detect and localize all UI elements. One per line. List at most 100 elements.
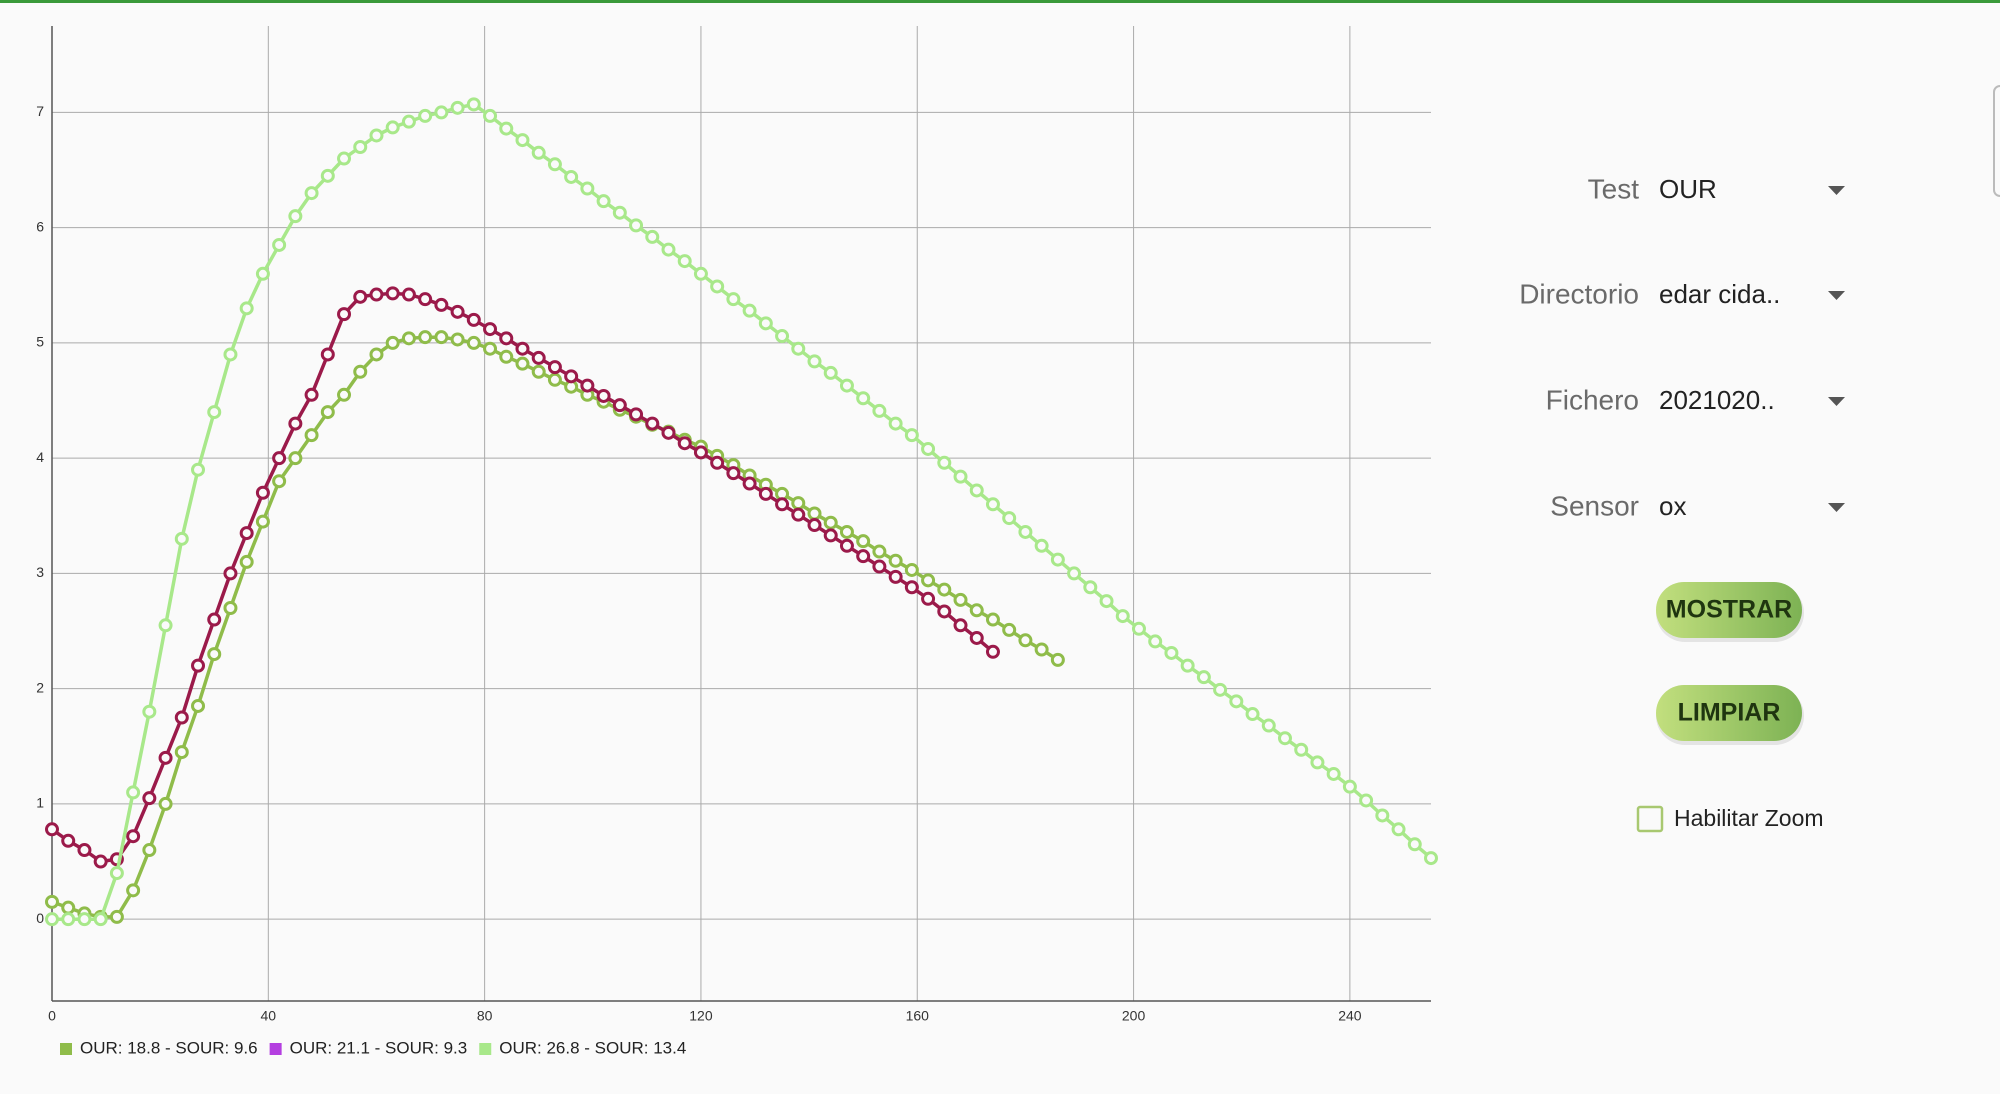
data-point bbox=[953, 469, 968, 484]
data-point bbox=[450, 304, 465, 319]
dropdown-arrow[interactable] bbox=[1828, 397, 1845, 406]
data-point bbox=[1115, 609, 1130, 624]
data-point bbox=[1002, 622, 1017, 637]
legend-label: OUR: 26.8 - SOUR: 13.4 bbox=[499, 1038, 686, 1057]
y-tick-label: 1 bbox=[36, 795, 44, 811]
data-point bbox=[418, 292, 433, 307]
data-point bbox=[758, 316, 773, 331]
data-point bbox=[142, 791, 157, 806]
field-label: Sensor bbox=[1550, 490, 1639, 521]
control-panel: Test OUR Directorio edar cida.. Fichero 20210… bbox=[1519, 85, 2000, 833]
data-point bbox=[93, 912, 108, 927]
data-point bbox=[174, 531, 189, 546]
data-point bbox=[353, 140, 368, 155]
data-point bbox=[531, 364, 546, 379]
data-point bbox=[856, 534, 871, 549]
data-point bbox=[1407, 837, 1422, 852]
data-point bbox=[385, 335, 400, 350]
dropdown-arrow[interactable] bbox=[1828, 291, 1845, 300]
data-point bbox=[791, 496, 806, 511]
data-point bbox=[839, 378, 854, 393]
x-tick-label: 80 bbox=[477, 1008, 493, 1024]
data-point bbox=[223, 601, 238, 616]
data-point bbox=[807, 518, 822, 533]
data-point bbox=[1310, 755, 1325, 770]
data-point bbox=[174, 710, 189, 725]
data-point bbox=[191, 658, 206, 673]
data-point bbox=[888, 416, 903, 431]
data-point bbox=[904, 428, 919, 443]
data-point bbox=[515, 133, 530, 148]
data-point bbox=[320, 347, 335, 362]
data-point bbox=[710, 279, 725, 294]
data-point bbox=[807, 506, 822, 521]
data-point bbox=[337, 387, 352, 402]
data-point bbox=[823, 528, 838, 543]
button[interactable] bbox=[1656, 582, 1802, 638]
data-point bbox=[304, 428, 319, 443]
data-point bbox=[466, 312, 481, 327]
data-point bbox=[937, 455, 952, 470]
data-point bbox=[791, 341, 806, 356]
data-point bbox=[45, 912, 59, 927]
data-point bbox=[434, 105, 449, 120]
data-point bbox=[77, 843, 92, 858]
data-point bbox=[1067, 566, 1082, 581]
legend-label: OUR: 21.1 - SOUR: 9.3 bbox=[290, 1038, 468, 1057]
data-point bbox=[564, 169, 579, 184]
dropdown-arrow[interactable] bbox=[1828, 186, 1845, 195]
data-point bbox=[450, 332, 465, 347]
dropdown-value[interactable]: edar cida.. bbox=[1659, 279, 1780, 309]
data-point bbox=[1148, 634, 1163, 649]
data-point bbox=[1050, 652, 1065, 667]
data-point bbox=[288, 416, 303, 431]
data-point bbox=[937, 582, 952, 597]
data-point bbox=[255, 266, 270, 281]
data-point bbox=[872, 559, 887, 574]
data-point bbox=[823, 365, 838, 380]
x-tick-label: 40 bbox=[261, 1008, 277, 1024]
checkbox-label: Habilitar Zoom bbox=[1674, 805, 1824, 831]
data-point bbox=[418, 108, 433, 123]
data-point bbox=[612, 398, 627, 413]
series-line bbox=[52, 102, 1433, 921]
data-point bbox=[921, 591, 936, 606]
x-tick-label: 160 bbox=[906, 1008, 930, 1024]
data-point bbox=[515, 341, 530, 356]
data-point bbox=[547, 157, 562, 172]
data-point bbox=[45, 894, 59, 909]
button[interactable] bbox=[1656, 685, 1802, 741]
data-point bbox=[969, 483, 984, 498]
data-point bbox=[434, 297, 449, 312]
data-point bbox=[677, 254, 692, 269]
data-point bbox=[726, 292, 741, 307]
data-point bbox=[547, 360, 562, 375]
data-point bbox=[223, 347, 238, 362]
data-point bbox=[1018, 633, 1033, 648]
field-label: Directorio bbox=[1519, 278, 1639, 309]
data-point bbox=[872, 403, 887, 418]
dropdown-value[interactable]: 2021020.. bbox=[1659, 385, 1775, 415]
data-point bbox=[1359, 793, 1374, 808]
x-tick-label: 240 bbox=[1338, 1008, 1362, 1024]
data-point bbox=[1326, 766, 1341, 781]
data-point bbox=[564, 369, 579, 384]
data-point bbox=[612, 205, 627, 220]
data-point bbox=[937, 604, 952, 619]
data-point bbox=[1018, 524, 1033, 539]
data-point bbox=[1034, 538, 1049, 553]
data-point bbox=[661, 425, 676, 440]
data-point bbox=[1229, 694, 1244, 709]
data-point bbox=[61, 833, 76, 848]
dropdown-arrow[interactable] bbox=[1828, 503, 1845, 512]
data-point bbox=[921, 573, 936, 588]
data-point bbox=[645, 229, 660, 244]
legend-swatch bbox=[60, 1043, 72, 1055]
legend-swatch bbox=[269, 1043, 282, 1055]
scroll-handle bbox=[1993, 85, 2000, 197]
checkbox[interactable] bbox=[1636, 805, 1664, 833]
data-point bbox=[369, 287, 384, 302]
dropdown-value[interactable]: ox bbox=[1659, 491, 1686, 521]
dropdown-value[interactable]: OUR bbox=[1659, 174, 1717, 204]
